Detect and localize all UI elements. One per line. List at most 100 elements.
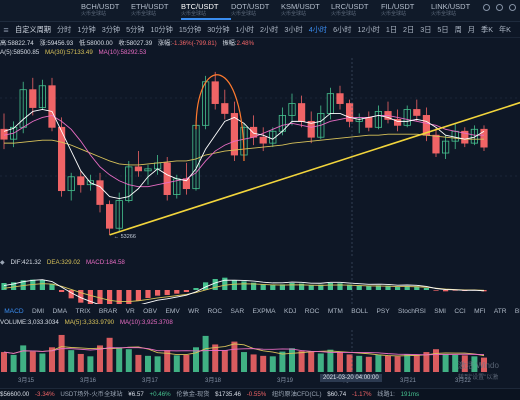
- bottom-ticker: $56600.00 -3.34% USDT场外-火币全球站 ¥6.57 +0.4…: [0, 388, 520, 400]
- ticker-b-price: ¥6.57: [128, 391, 144, 398]
- volume-info: VOLUME:3,033.3034 MA(5):3,333.9790 MA(10…: [0, 318, 520, 328]
- volume-bar: [20, 345, 27, 372]
- ticker-b-pct: +0.46%: [149, 391, 171, 398]
- symbol-tab-exchange: 火币全球站: [81, 11, 107, 17]
- timeframe-option[interactable]: 15分钟: [178, 25, 202, 34]
- timeframe-option[interactable]: 1日: [385, 25, 398, 34]
- timeframe-option[interactable]: 分时: [56, 25, 72, 34]
- volume-bar: [423, 352, 430, 372]
- timeframe-option[interactable]: 年K: [498, 25, 511, 34]
- timeframe-option[interactable]: 30分钟: [207, 25, 230, 34]
- symbol-tab[interactable]: KSM/USDT 火币全球站: [281, 2, 331, 20]
- date-tick-label: 3月19: [277, 378, 294, 384]
- indicator-option[interactable]: MFI: [474, 307, 486, 315]
- timeframe-option[interactable]: 2小时: [259, 25, 279, 34]
- indicator-option[interactable]: SAR: [230, 307, 245, 315]
- ohlc-info: 高:58822.74 涨:59456.93 低:58000.00 收:58027…: [0, 39, 520, 49]
- indicator-option[interactable]: ROC: [304, 307, 320, 315]
- symbol-tab[interactable]: DOT/USDT 火币全球站: [231, 2, 281, 20]
- user-icon[interactable]: [496, 4, 503, 11]
- indicator-option[interactable]: TRIX: [75, 307, 91, 315]
- timeframe-option[interactable]: 10分钟: [150, 25, 173, 34]
- macd-histogram-bar: [135, 290, 141, 301]
- volume-bar: [58, 334, 65, 372]
- date-tick-label: 3月17: [142, 378, 159, 384]
- indicator-option[interactable]: ATR: [493, 307, 507, 315]
- indicator-option[interactable]: EXPMA: [252, 307, 276, 315]
- ticker-d-label: 纽约原油CFD(CL): [272, 391, 322, 398]
- macd-dea-line: [3, 283, 485, 303]
- timeframe-option[interactable]: 4小时: [308, 25, 328, 34]
- macd-histogram-bar: [97, 290, 103, 304]
- macd-histogram-bar: [222, 277, 228, 290]
- symbol-tab[interactable]: LINK/USDT 火币全球站: [431, 2, 481, 20]
- volume-bar: [1, 352, 7, 372]
- symbol-tab[interactable]: FIL/USDT 火币全球站: [381, 2, 431, 20]
- indicator-option[interactable]: BRAR: [98, 307, 118, 315]
- indicator-option[interactable]: StochRSI: [398, 307, 426, 315]
- timeframe-option[interactable]: 1小时: [235, 25, 254, 34]
- indicator-option[interactable]: VR: [125, 307, 135, 315]
- indicator-option[interactable]: CCI: [454, 307, 466, 315]
- ohlc-close-label: 收:: [118, 40, 127, 47]
- macd-histogram-bar: [241, 281, 247, 290]
- candle-body: [461, 130, 469, 144]
- macd-chart[interactable]: [0, 262, 520, 304]
- ohlc-amp-label: 振幅:: [222, 40, 237, 47]
- indicator-option[interactable]: OBV: [143, 307, 158, 315]
- indicator-option[interactable]: DMA: [52, 307, 68, 315]
- indicator-option[interactable]: MACD: [4, 307, 24, 315]
- price-candlestick-chart[interactable]: ← 53266: [0, 58, 520, 258]
- candle-body: [96, 180, 104, 205]
- macd-histogram-bar: [347, 284, 353, 290]
- indicator-option[interactable]: SMI: [434, 307, 446, 315]
- indicator-option[interactable]: ROC: [207, 307, 223, 315]
- timeframe-option[interactable]: 5分钟: [126, 25, 145, 34]
- timeframe-option[interactable]: 1分钟: [77, 25, 96, 34]
- symbol-tab[interactable]: ETH/USDT 火币全球站: [131, 2, 181, 20]
- symbol-tab[interactable]: [0, 2, 28, 20]
- ma5-value: A(5):58500.85: [0, 49, 40, 56]
- timeframe-option[interactable]: 2日: [403, 25, 415, 34]
- volume-bar: [337, 352, 343, 372]
- macd-histogram-bar: [39, 280, 45, 290]
- macd-histogram-bar: [395, 286, 401, 290]
- timeframe-option[interactable]: 3日: [420, 25, 432, 34]
- symbol-tab[interactable]: BTC/USDT 火币全球站: [181, 2, 231, 20]
- indicator-option[interactable]: MTM: [327, 307, 343, 315]
- timeframe-option[interactable]: 周: [454, 25, 462, 34]
- ticker-c-label: 伦敦金-现货: [176, 391, 210, 398]
- timeframe-option[interactable]: 6小时: [333, 25, 352, 34]
- notification-icon[interactable]: [509, 4, 516, 11]
- volume-chart[interactable]: [0, 330, 520, 374]
- timeframe-option[interactable]: 月: [467, 25, 475, 34]
- symbol-tab[interactable]: LRC/USDT 火币全球站: [331, 2, 381, 20]
- indicator-option[interactable]: KDJ: [283, 307, 297, 315]
- indicator-option[interactable]: BBW: [514, 307, 520, 315]
- timeframe-option[interactable]: 季K: [481, 25, 493, 34]
- ticker-e-label: 线路1:: [377, 391, 395, 398]
- volume-bar: [394, 356, 401, 372]
- indicator-option[interactable]: PSY: [376, 307, 390, 315]
- indicator-option[interactable]: WR: [188, 307, 200, 315]
- macd-histogram-bar: [1, 283, 7, 290]
- volume-bar: [241, 352, 247, 372]
- macd-histogram-bar: [78, 290, 84, 303]
- indicator-option[interactable]: EMV: [165, 307, 180, 315]
- candle-body: [144, 168, 152, 172]
- settings-icon[interactable]: [483, 4, 490, 11]
- volume-bar: [404, 354, 411, 372]
- timeframe-option[interactable]: 3分钟: [101, 25, 121, 34]
- timeframe-option[interactable]: 12小时: [357, 25, 380, 34]
- macd-settings-icon[interactable]: ◆: [0, 259, 5, 266]
- timeframe-option[interactable]: 5日: [437, 25, 449, 34]
- symbol-tab[interactable]: BCH/USDT 火币全球站: [81, 2, 131, 20]
- symbol-tab-exchange: 火币全球站: [131, 11, 157, 17]
- indicator-selector: MACD DMI DMA TRIX BRAR VR OBV EMV WR ROC SAR EXPMA K…: [0, 305, 520, 317]
- indicator-option[interactable]: BOLL: [351, 307, 369, 315]
- trend-line[interactable]: [109, 101, 520, 236]
- menu-icon[interactable]: ≡: [3, 25, 9, 35]
- timeframe-option[interactable]: 自定义周期: [15, 25, 51, 34]
- timeframe-option[interactable]: 3小时: [284, 25, 303, 34]
- indicator-option[interactable]: DMI: [31, 307, 45, 315]
